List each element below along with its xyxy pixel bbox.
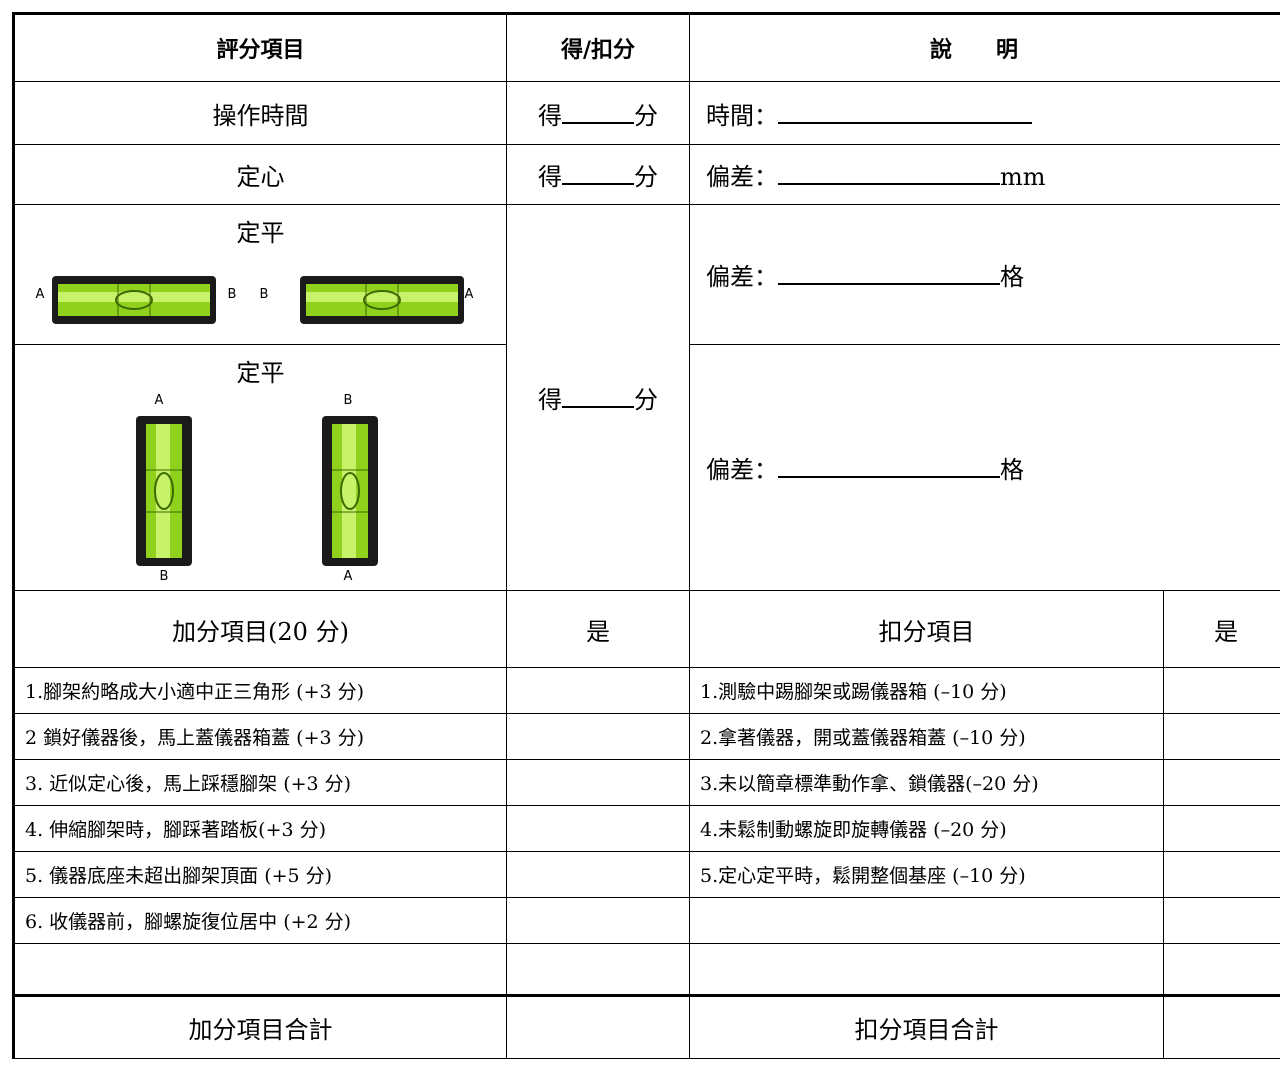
bonus-item: 6. 收儀器前，腳螺旋復位居中 (+2 分): [12, 897, 507, 944]
vertical-levels: A B B A: [135, 393, 378, 584]
level-label: A: [35, 287, 44, 302]
vial: [51, 276, 216, 324]
level-label: A: [464, 287, 473, 302]
vial: [321, 416, 378, 566]
desc-label: 偏差：: [706, 163, 778, 191]
bonus-total: 加分項目合計: [12, 994, 507, 1059]
desc-unit: 格: [1000, 456, 1024, 484]
penalty-item: 2.拿著儀器，開或蓋儀器箱蓋 (–10 分): [689, 713, 1164, 760]
score-prefix: 得: [538, 386, 562, 414]
item: 操作時間: [12, 81, 507, 145]
level-label: B: [343, 393, 352, 408]
level-label: B: [159, 569, 168, 584]
bonus-header: 加分項目(20 分): [12, 590, 507, 668]
penalty-item: 4.未鬆制動螺旋即旋轉儀器 (–20 分): [689, 805, 1164, 852]
bonus-item: 2 鎖好儀器後，馬上蓋儀器箱蓋 (+3 分): [12, 713, 507, 760]
header-desc: 說 明: [688, 12, 1280, 82]
level-label: A: [154, 393, 163, 408]
score-table: 評分項目 得/扣分 說 明 操作時間 得分 時間： 定心 得分 偏差： mm 定平…: [12, 12, 1280, 1059]
item: 定平: [236, 219, 285, 247]
bonus-item: 5. 儀器底座未超出腳架頂面 (+5 分): [12, 851, 507, 898]
horizontal-levels: A B B A: [35, 276, 473, 324]
item: 定心: [12, 144, 507, 205]
score-prefix: 得: [538, 101, 562, 130]
desc-label: 偏差：: [706, 456, 778, 484]
score-suffix: 分: [634, 386, 658, 414]
penalty-item: 1.測驗中踢腳架或踢儀器箱 (–10 分): [689, 667, 1164, 714]
vial: [299, 276, 464, 324]
score-suffix: 分: [634, 101, 658, 130]
desc-label: 偏差：: [706, 263, 778, 291]
bonus-item: 1.腳架約略成大小適中正三角形 (+3 分): [12, 667, 507, 714]
bonus-item: 3. 近似定心後，馬上踩穩腳架 (+3 分): [12, 759, 507, 806]
bonus-yes: 是: [506, 590, 690, 668]
desc-label: 時間：: [706, 101, 778, 130]
desc-unit: mm: [1000, 163, 1046, 191]
vial: [135, 416, 192, 566]
penalty-item: 3.未以簡章標準動作拿、鎖儀器(–20 分): [689, 759, 1164, 806]
desc-unit: 格: [1000, 263, 1024, 291]
score-prefix: 得: [538, 163, 562, 191]
header-item: 評分項目: [12, 12, 507, 82]
level-label: B: [259, 287, 268, 302]
penalty-total: 扣分項目合計: [689, 994, 1164, 1059]
level-label: A: [343, 569, 352, 584]
level-label: B: [227, 287, 236, 302]
penalty-yes: 是: [1162, 590, 1280, 668]
penalty-header: 扣分項目: [689, 590, 1164, 668]
header-score: 得/扣分: [506, 12, 690, 82]
bonus-item: 4. 伸縮腳架時，腳踩著踏板(+3 分): [12, 805, 507, 852]
penalty-item: 5.定心定平時，鬆開整個基座 (–10 分): [689, 851, 1164, 898]
item: 定平: [236, 359, 285, 387]
score-suffix: 分: [634, 163, 658, 191]
